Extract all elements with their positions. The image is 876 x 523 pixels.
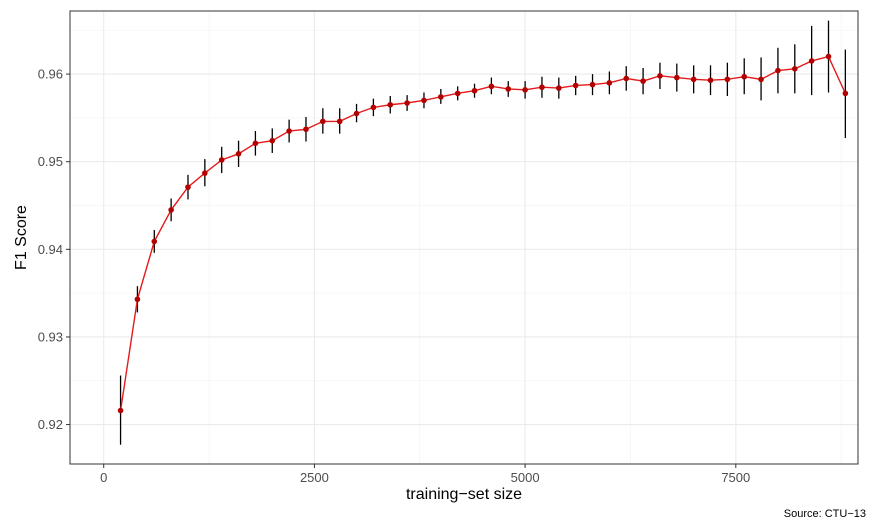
minor-gridlines (70, 11, 858, 464)
data-point (522, 87, 528, 93)
y-axis-ticks: 0.92 0.93 0.94 0.95 0.96 (38, 67, 70, 432)
data-point (690, 76, 697, 83)
y-tick-label: 0.93 (38, 329, 63, 344)
x-axis-title: training−set size (406, 486, 522, 503)
data-point (336, 118, 343, 125)
data-point (606, 80, 613, 86)
data-point (505, 86, 512, 92)
data-point (185, 184, 191, 190)
series-line (119, 55, 846, 411)
data-point (825, 53, 832, 60)
y-tick-label: 0.96 (38, 67, 63, 82)
x-axis-ticks: 0 2500 5000 7500 (100, 464, 750, 485)
data-point (707, 77, 714, 84)
y-tick-label: 0.94 (38, 242, 63, 257)
data-point (438, 94, 444, 100)
data-point (421, 97, 427, 104)
data-point (775, 67, 781, 74)
data-point (269, 137, 276, 144)
data-point (320, 118, 326, 125)
data-point (589, 81, 596, 88)
series-line-group (119, 55, 846, 411)
y-tick-label: 0.95 (38, 154, 63, 169)
data-point (791, 66, 798, 72)
source-caption: Source: CTU−13 (784, 508, 866, 520)
panel-border (69, 10, 859, 465)
data-point (572, 82, 579, 89)
data-point (454, 90, 461, 97)
data-point (724, 76, 731, 83)
x-tick-label: 0 (100, 470, 107, 485)
x-tick-label: 2500 (300, 470, 329, 485)
major-gridlines (70, 11, 858, 464)
data-point (370, 104, 377, 111)
data-point (556, 85, 562, 91)
y-tick-label: 0.92 (38, 417, 63, 432)
data-point (842, 90, 849, 97)
data-point (218, 157, 225, 163)
data-point (623, 75, 630, 82)
data-point (488, 83, 495, 90)
data-point (404, 100, 410, 106)
x-tick-label: 7500 (721, 470, 750, 485)
data-point (471, 87, 478, 94)
data-point (252, 140, 259, 147)
data-point (640, 78, 646, 84)
data-point (657, 73, 663, 79)
data-point (235, 151, 242, 157)
data-point (151, 238, 158, 245)
x-tick-label: 5000 (511, 470, 540, 485)
y-axis-title: F1 Score (13, 205, 30, 270)
data-point (758, 76, 764, 83)
data-point (134, 296, 141, 303)
data-point (539, 84, 545, 91)
data-point (168, 207, 174, 213)
data-point (387, 101, 394, 108)
data-point (202, 170, 208, 176)
data-point (303, 126, 309, 133)
data-point (674, 74, 680, 81)
data-point (808, 58, 815, 64)
data-point (741, 73, 748, 80)
data-point (353, 110, 360, 117)
data-points (117, 53, 849, 414)
data-point (286, 128, 292, 134)
data-point (117, 407, 124, 414)
